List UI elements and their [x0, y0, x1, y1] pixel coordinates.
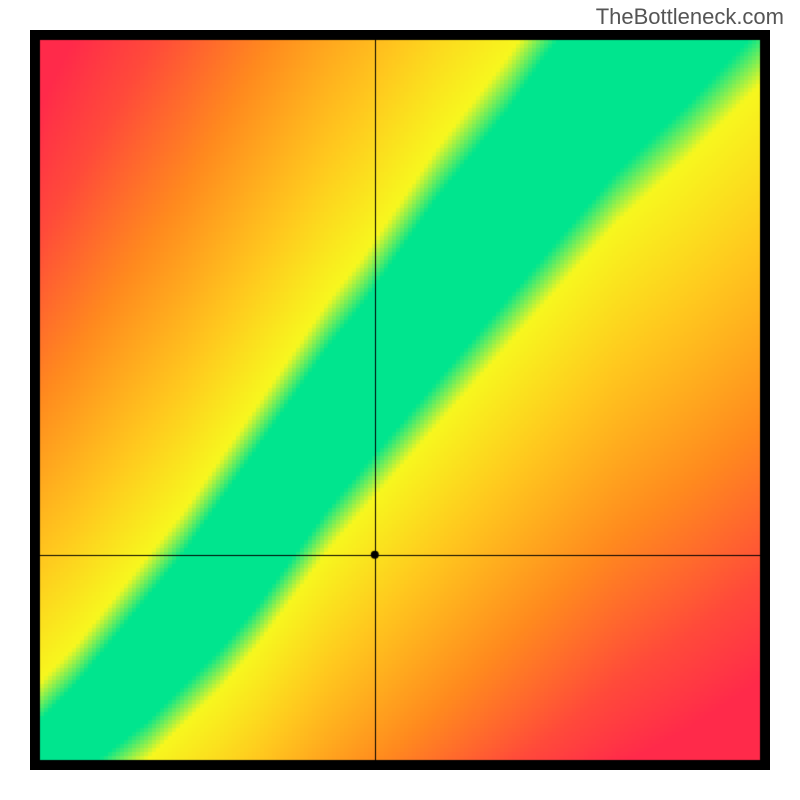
heatmap-canvas — [30, 30, 770, 770]
chart-container: TheBottleneck.com — [0, 0, 800, 800]
watermark-text: TheBottleneck.com — [596, 4, 784, 30]
plot-frame — [30, 30, 770, 770]
